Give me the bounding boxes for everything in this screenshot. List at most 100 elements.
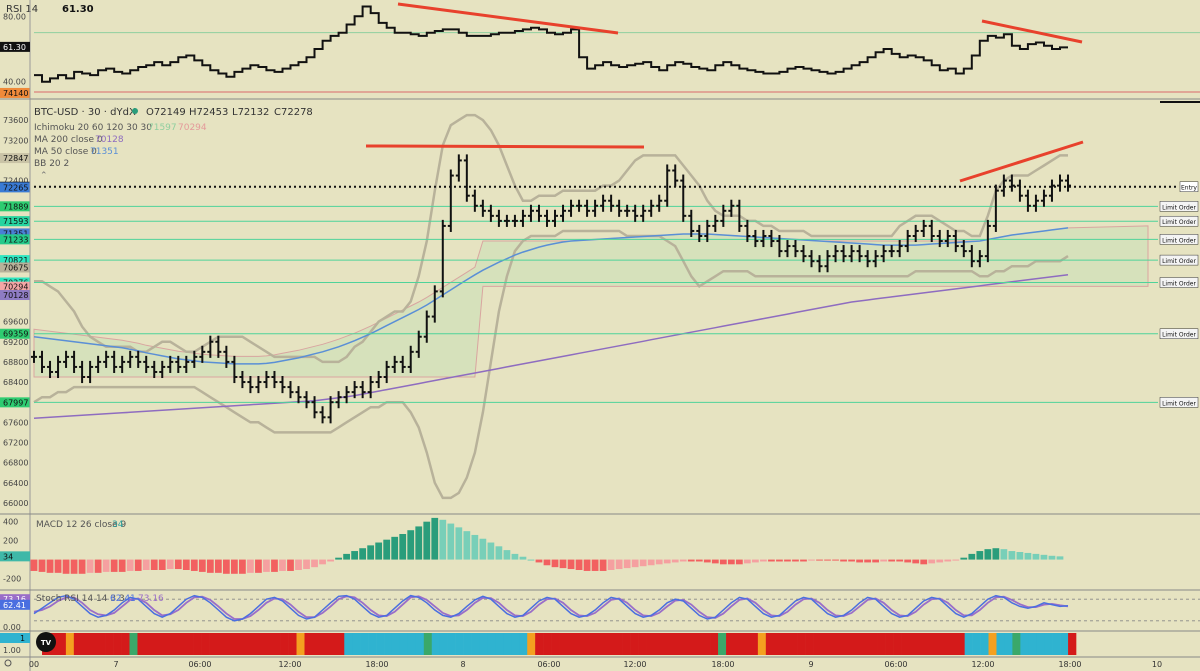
candle — [552, 209, 559, 227]
heat-cell — [734, 633, 743, 655]
price-tick-label: 69600 — [3, 318, 28, 327]
time-tick-label: 18:00 — [1058, 660, 1081, 669]
candle — [920, 219, 927, 237]
time-tick-label: 06:00 — [537, 660, 560, 669]
candle — [263, 370, 270, 389]
heat-cell — [614, 633, 623, 655]
heat-cell — [256, 633, 266, 655]
rsi-value: 61.30 — [62, 4, 94, 15]
price-badge — [0, 87, 30, 98]
macd-bar — [367, 545, 375, 560]
candle — [415, 330, 422, 358]
macd-bar — [808, 559, 815, 561]
time-tick-label: 7 — [113, 660, 118, 669]
entry-tag-box — [1179, 181, 1199, 192]
candle — [824, 250, 831, 273]
heat-cell — [145, 633, 154, 655]
price-badge-label: 72847 — [3, 154, 28, 163]
macd-bar — [639, 559, 647, 567]
candle — [343, 386, 350, 404]
price-tick-label: 66400 — [3, 479, 28, 488]
macd-bar — [447, 523, 455, 560]
price-tick-label: 73600 — [3, 116, 28, 125]
macd-bar — [920, 559, 928, 565]
heat-cell — [1060, 633, 1069, 655]
heat-cell — [1036, 633, 1045, 655]
heat-cell — [980, 633, 989, 655]
heat-cell — [169, 633, 178, 655]
price-badge — [0, 397, 30, 408]
candle — [95, 355, 102, 373]
heat-cell — [964, 633, 973, 655]
time-tick-label: 12:00 — [971, 660, 994, 669]
heat-cell — [813, 633, 822, 655]
price-badge — [0, 153, 30, 164]
collapse-chevron-icon[interactable]: ⌃ — [40, 171, 48, 181]
macd-bar — [431, 517, 439, 560]
heat-cell — [789, 633, 798, 655]
ichimoku-value-2: 70294 — [178, 123, 207, 133]
heat-cell — [710, 633, 719, 655]
heat-cell — [1020, 633, 1029, 655]
heat-cell — [630, 633, 639, 655]
heat-cell — [336, 633, 345, 655]
stoch-tick-label: 0.00 — [3, 623, 21, 632]
limit-order-tag[interactable]: Limit Order — [1159, 328, 1199, 339]
heat-cell — [956, 633, 965, 655]
candle — [608, 194, 615, 212]
heat-cell — [559, 633, 568, 655]
heat-cell — [312, 633, 321, 655]
macd-bar — [142, 559, 150, 570]
rsi-divergence-line-1 — [397, 2, 619, 35]
price-badge-label: 74140 — [3, 89, 28, 98]
macd-bar — [206, 559, 214, 573]
ma50-line — [33, 227, 1069, 365]
stoch-badge-2-label: 62.41 — [3, 601, 26, 610]
heat-cell — [81, 633, 91, 655]
candle — [487, 204, 494, 222]
limit-order-tag[interactable]: Limit Order — [1159, 201, 1199, 212]
candle — [856, 245, 863, 263]
rsi-panel[interactable]: RSI 14 61.30 — [6, 2, 1200, 93]
limit-order-tag[interactable]: Limit Order — [1159, 397, 1199, 408]
candle — [592, 199, 599, 217]
time-axis[interactable]: 00 7 06:00 12:00 18:00 8 06:00 12:00 18:00 9 06:00… — [0, 656, 1200, 669]
price-badge-label: 71351 — [3, 229, 28, 238]
limit-order-label: Limit Order — [1162, 258, 1196, 265]
settings-gear-icon[interactable] — [4, 659, 12, 667]
macd-bar — [271, 559, 278, 572]
macd-bar — [976, 551, 984, 560]
macd-bar — [800, 559, 807, 562]
macd-bar — [1024, 552, 1032, 560]
macd-bar — [768, 559, 775, 562]
candle — [31, 350, 37, 363]
macd-bar — [1048, 555, 1056, 560]
heat-cell — [328, 633, 337, 655]
macd-bar — [247, 559, 254, 573]
limit-order-tag[interactable]: Limit Order — [1159, 234, 1199, 245]
candle — [888, 245, 895, 258]
limit-order-tag[interactable]: Limit Order — [1159, 277, 1199, 288]
candle — [167, 355, 174, 373]
entry-tag[interactable]: Entry — [1179, 181, 1199, 192]
macd-bar — [287, 559, 294, 571]
macd-bar — [110, 559, 118, 572]
macd-bar — [415, 526, 423, 560]
price-badge-label: 70821 — [3, 256, 28, 265]
price-panel[interactable]: Entry Limit Order Limit Order Limit Order Li… — [31, 107, 1199, 500]
candle — [311, 396, 318, 419]
time-tick-label: 06:00 — [188, 660, 211, 669]
rsi-badge — [0, 41, 30, 52]
limit-order-tag[interactable]: Limit Order — [1159, 215, 1199, 227]
macd-bar — [70, 559, 78, 574]
macd-panel[interactable]: MACD 12 26 close 9 34 — [30, 517, 1064, 574]
legend: BTC-USD · 30 · dYdX O72149 H72453 L72132… — [34, 107, 313, 181]
limit-order-tag[interactable]: Limit Order — [1159, 254, 1199, 266]
candle — [952, 229, 959, 253]
heat-cell — [519, 633, 528, 655]
macd-bar — [158, 559, 166, 570]
stoch-panel[interactable]: Stoch RSI 14 14 3 3 62.41 73.16 — [33, 594, 1200, 622]
candle — [792, 240, 799, 258]
heat-cell — [757, 633, 767, 655]
